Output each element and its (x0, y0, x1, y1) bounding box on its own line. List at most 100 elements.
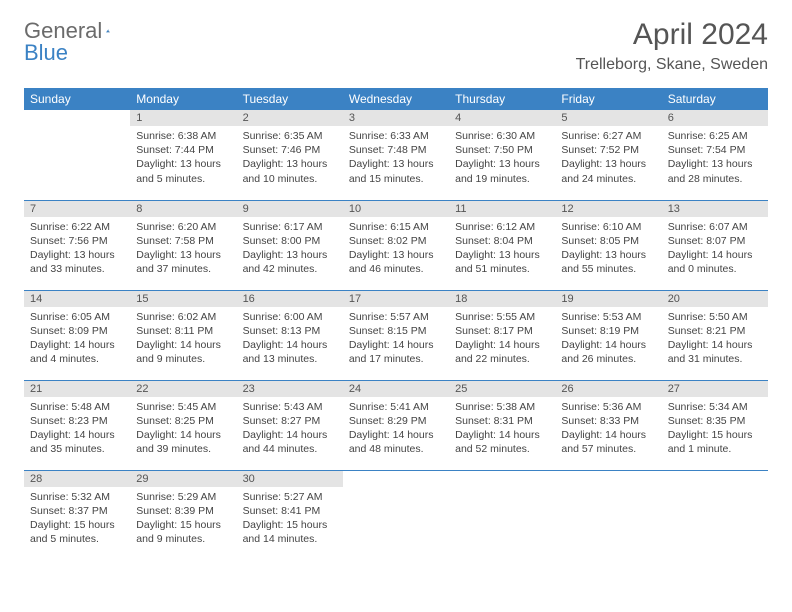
day-info: Sunrise: 6:30 AMSunset: 7:50 PMDaylight:… (449, 126, 555, 192)
day-info: Sunrise: 6:02 AMSunset: 8:11 PMDaylight:… (130, 307, 236, 373)
calendar-day-cell: 22Sunrise: 5:45 AMSunset: 8:25 PMDayligh… (130, 380, 236, 470)
weekday-header: Tuesday (237, 88, 343, 110)
daylight-text: Daylight: 14 hours and 48 minutes. (349, 428, 443, 456)
calendar-day-cell: 6Sunrise: 6:25 AMSunset: 7:54 PMDaylight… (662, 110, 768, 200)
sunset-text: Sunset: 8:09 PM (30, 324, 124, 338)
calendar-day-cell: 23Sunrise: 5:43 AMSunset: 8:27 PMDayligh… (237, 380, 343, 470)
day-info: Sunrise: 6:35 AMSunset: 7:46 PMDaylight:… (237, 126, 343, 192)
title-block: April 2024 Trelleborg, Skane, Sweden (576, 18, 768, 74)
daylight-text: Daylight: 14 hours and 44 minutes. (243, 428, 337, 456)
calendar-day-cell: 13Sunrise: 6:07 AMSunset: 8:07 PMDayligh… (662, 200, 768, 290)
day-info: Sunrise: 6:38 AMSunset: 7:44 PMDaylight:… (130, 126, 236, 192)
day-info: Sunrise: 5:43 AMSunset: 8:27 PMDaylight:… (237, 397, 343, 463)
sunrise-text: Sunrise: 5:57 AM (349, 310, 443, 324)
sunrise-text: Sunrise: 5:45 AM (136, 400, 230, 414)
sunrise-text: Sunrise: 6:00 AM (243, 310, 337, 324)
calendar-day-cell (555, 470, 661, 560)
day-info: Sunrise: 5:57 AMSunset: 8:15 PMDaylight:… (343, 307, 449, 373)
day-number: 23 (237, 381, 343, 397)
sunset-text: Sunset: 8:05 PM (561, 234, 655, 248)
calendar-day-cell: 10Sunrise: 6:15 AMSunset: 8:02 PMDayligh… (343, 200, 449, 290)
daylight-text: Daylight: 13 hours and 28 minutes. (668, 157, 762, 185)
day-info: Sunrise: 5:48 AMSunset: 8:23 PMDaylight:… (24, 397, 130, 463)
calendar-day-cell: 21Sunrise: 5:48 AMSunset: 8:23 PMDayligh… (24, 380, 130, 470)
day-info: Sunrise: 5:45 AMSunset: 8:25 PMDaylight:… (130, 397, 236, 463)
calendar-day-cell: 18Sunrise: 5:55 AMSunset: 8:17 PMDayligh… (449, 290, 555, 380)
calendar-day-cell: 7Sunrise: 6:22 AMSunset: 7:56 PMDaylight… (24, 200, 130, 290)
header: General April 2024 Trelleborg, Skane, Sw… (24, 18, 768, 74)
day-number: 27 (662, 381, 768, 397)
day-info: Sunrise: 5:29 AMSunset: 8:39 PMDaylight:… (130, 487, 236, 553)
calendar-day-cell: 26Sunrise: 5:36 AMSunset: 8:33 PMDayligh… (555, 380, 661, 470)
calendar-day-cell: 17Sunrise: 5:57 AMSunset: 8:15 PMDayligh… (343, 290, 449, 380)
sunset-text: Sunset: 7:44 PM (136, 143, 230, 157)
calendar-day-cell: 29Sunrise: 5:29 AMSunset: 8:39 PMDayligh… (130, 470, 236, 560)
sunset-text: Sunset: 8:39 PM (136, 504, 230, 518)
sunset-text: Sunset: 7:46 PM (243, 143, 337, 157)
calendar-day-cell: 2Sunrise: 6:35 AMSunset: 7:46 PMDaylight… (237, 110, 343, 200)
sunrise-text: Sunrise: 5:34 AM (668, 400, 762, 414)
sunrise-text: Sunrise: 5:53 AM (561, 310, 655, 324)
day-info: Sunrise: 5:41 AMSunset: 8:29 PMDaylight:… (343, 397, 449, 463)
sunset-text: Sunset: 8:31 PM (455, 414, 549, 428)
sunrise-text: Sunrise: 6:10 AM (561, 220, 655, 234)
sunrise-text: Sunrise: 5:38 AM (455, 400, 549, 414)
day-number: 12 (555, 201, 661, 217)
day-info: Sunrise: 6:00 AMSunset: 8:13 PMDaylight:… (237, 307, 343, 373)
day-number: 18 (449, 291, 555, 307)
day-number: 4 (449, 110, 555, 126)
calendar-day-cell: 19Sunrise: 5:53 AMSunset: 8:19 PMDayligh… (555, 290, 661, 380)
daylight-text: Daylight: 14 hours and 57 minutes. (561, 428, 655, 456)
sunset-text: Sunset: 8:21 PM (668, 324, 762, 338)
sunset-text: Sunset: 7:52 PM (561, 143, 655, 157)
day-info: Sunrise: 6:05 AMSunset: 8:09 PMDaylight:… (24, 307, 130, 373)
daylight-text: Daylight: 14 hours and 22 minutes. (455, 338, 549, 366)
daylight-text: Daylight: 15 hours and 5 minutes. (30, 518, 124, 546)
day-info: Sunrise: 6:07 AMSunset: 8:07 PMDaylight:… (662, 217, 768, 283)
day-info: Sunrise: 5:27 AMSunset: 8:41 PMDaylight:… (237, 487, 343, 553)
day-info: Sunrise: 6:17 AMSunset: 8:00 PMDaylight:… (237, 217, 343, 283)
day-number: 14 (24, 291, 130, 307)
daylight-text: Daylight: 14 hours and 26 minutes. (561, 338, 655, 366)
day-number: 28 (24, 471, 130, 487)
sunset-text: Sunset: 7:50 PM (455, 143, 549, 157)
day-info: Sunrise: 5:36 AMSunset: 8:33 PMDaylight:… (555, 397, 661, 463)
day-number: 3 (343, 110, 449, 126)
day-number: 2 (237, 110, 343, 126)
sunrise-text: Sunrise: 5:32 AM (30, 490, 124, 504)
day-number: 24 (343, 381, 449, 397)
day-number: 19 (555, 291, 661, 307)
weekday-header-row: Sunday Monday Tuesday Wednesday Thursday… (24, 88, 768, 110)
sunset-text: Sunset: 8:37 PM (30, 504, 124, 518)
day-number: 8 (130, 201, 236, 217)
sunrise-text: Sunrise: 6:27 AM (561, 129, 655, 143)
day-number: 1 (130, 110, 236, 126)
day-info: Sunrise: 5:34 AMSunset: 8:35 PMDaylight:… (662, 397, 768, 463)
sunset-text: Sunset: 8:00 PM (243, 234, 337, 248)
sunrise-text: Sunrise: 6:05 AM (30, 310, 124, 324)
daylight-text: Daylight: 14 hours and 35 minutes. (30, 428, 124, 456)
daylight-text: Daylight: 13 hours and 15 minutes. (349, 157, 443, 185)
calendar-day-cell: 5Sunrise: 6:27 AMSunset: 7:52 PMDaylight… (555, 110, 661, 200)
daylight-text: Daylight: 14 hours and 52 minutes. (455, 428, 549, 456)
calendar-day-cell: 1Sunrise: 6:38 AMSunset: 7:44 PMDaylight… (130, 110, 236, 200)
month-title: April 2024 (576, 18, 768, 52)
calendar-day-cell: 12Sunrise: 6:10 AMSunset: 8:05 PMDayligh… (555, 200, 661, 290)
daylight-text: Daylight: 14 hours and 17 minutes. (349, 338, 443, 366)
day-info: Sunrise: 6:15 AMSunset: 8:02 PMDaylight:… (343, 217, 449, 283)
day-info: Sunrise: 6:33 AMSunset: 7:48 PMDaylight:… (343, 126, 449, 192)
daylight-text: Daylight: 15 hours and 14 minutes. (243, 518, 337, 546)
calendar-day-cell (662, 470, 768, 560)
day-number: 21 (24, 381, 130, 397)
calendar-day-cell: 27Sunrise: 5:34 AMSunset: 8:35 PMDayligh… (662, 380, 768, 470)
day-info: Sunrise: 5:50 AMSunset: 8:21 PMDaylight:… (662, 307, 768, 373)
sunset-text: Sunset: 7:48 PM (349, 143, 443, 157)
sunrise-text: Sunrise: 6:38 AM (136, 129, 230, 143)
day-info: Sunrise: 6:12 AMSunset: 8:04 PMDaylight:… (449, 217, 555, 283)
sunset-text: Sunset: 7:54 PM (668, 143, 762, 157)
daylight-text: Daylight: 15 hours and 1 minute. (668, 428, 762, 456)
weekday-header: Monday (130, 88, 236, 110)
daylight-text: Daylight: 13 hours and 51 minutes. (455, 248, 549, 276)
sunrise-text: Sunrise: 5:50 AM (668, 310, 762, 324)
sunrise-text: Sunrise: 5:27 AM (243, 490, 337, 504)
